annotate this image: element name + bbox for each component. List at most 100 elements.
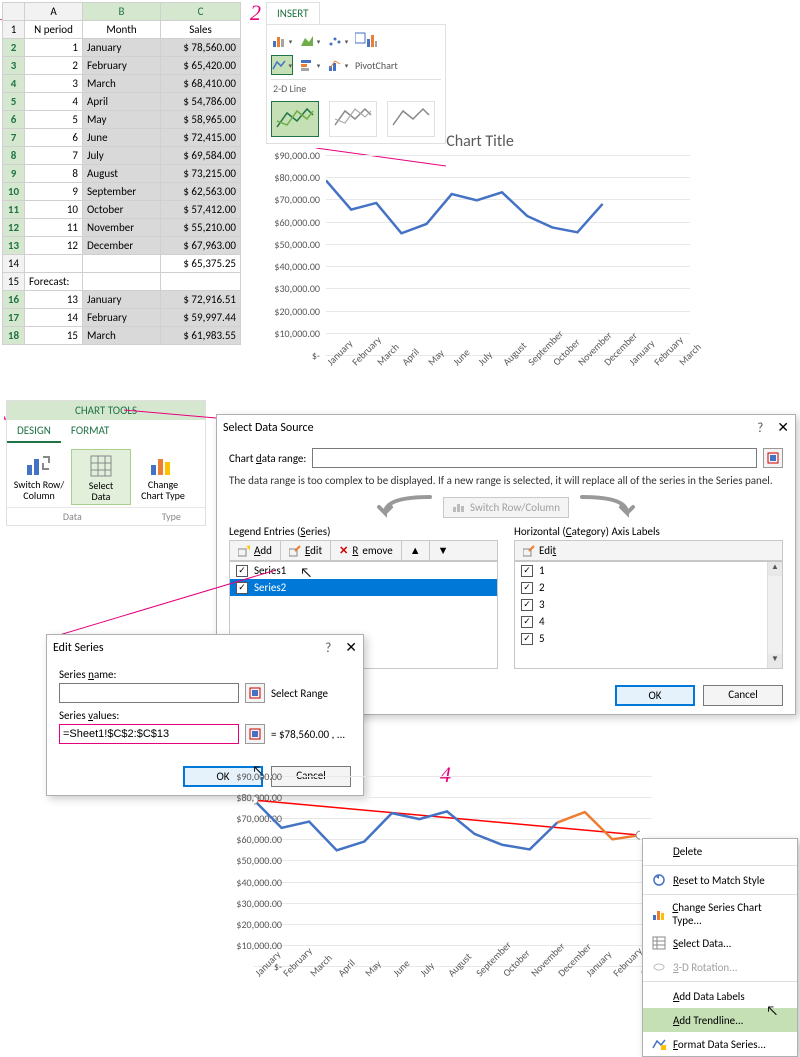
- cell[interactable]: January: [83, 39, 161, 57]
- cell[interactable]: May: [83, 111, 161, 129]
- combo-chart-icon[interactable]: [327, 55, 349, 75]
- series-name-input[interactable]: [59, 683, 239, 703]
- cell[interactable]: Forecast:: [25, 273, 83, 291]
- range-input[interactable]: [312, 448, 757, 468]
- cell[interactable]: 8: [25, 165, 83, 183]
- row-header[interactable]: 16: [3, 291, 25, 309]
- ctx-item[interactable]: Reset to Match Style: [643, 868, 797, 892]
- row-header[interactable]: 4: [3, 75, 25, 93]
- scatter-chart-icon[interactable]: [327, 31, 349, 51]
- row-header[interactable]: 12: [3, 219, 25, 237]
- ct-btn-1[interactable]: Select Data: [71, 449, 131, 505]
- cell[interactable]: [83, 273, 161, 291]
- cell[interactable]: September: [83, 183, 161, 201]
- axis-edit-button[interactable]: Edit: [515, 541, 564, 560]
- chart-2[interactable]: $90,000.00$80,000.00$70,000.00$60,000.00…: [198, 776, 652, 1036]
- ct-btn-2[interactable]: Change Chart Type: [133, 449, 193, 505]
- row-header[interactable]: 11: [3, 201, 25, 219]
- cell[interactable]: August: [83, 165, 161, 183]
- range-ref-icon[interactable]: [763, 448, 783, 468]
- cell[interactable]: $ 55,210.00: [161, 219, 241, 237]
- cell[interactable]: $ 73,215.00: [161, 165, 241, 183]
- cell[interactable]: April: [83, 93, 161, 111]
- axis-item[interactable]: ✓2: [515, 579, 782, 596]
- cell[interactable]: $ 65,375.25: [161, 255, 241, 273]
- cell[interactable]: $ 62,563.00: [161, 183, 241, 201]
- help-icon[interactable]: ?: [757, 421, 763, 436]
- cell[interactable]: 7: [25, 147, 83, 165]
- axis-list[interactable]: ✓1✓2✓3✓4✓5▲▼: [514, 561, 783, 669]
- cell[interactable]: July: [83, 147, 161, 165]
- cell[interactable]: February: [83, 57, 161, 75]
- cell[interactable]: 13: [25, 291, 83, 309]
- ctx-item[interactable]: Add Trendline...: [643, 1008, 797, 1032]
- cell[interactable]: $ 72,916.51: [161, 291, 241, 309]
- cell[interactable]: 6: [25, 129, 83, 147]
- series-values-input[interactable]: [59, 724, 239, 744]
- row-header[interactable]: 18: [3, 327, 25, 345]
- cell[interactable]: [25, 255, 83, 273]
- tab-format[interactable]: FORMAT: [61, 420, 119, 443]
- row-header[interactable]: 14: [3, 255, 25, 273]
- cell[interactable]: Month: [83, 21, 161, 39]
- row-header[interactable]: 1: [3, 21, 25, 39]
- cell[interactable]: [83, 255, 161, 273]
- cell[interactable]: $ 59,997.44: [161, 309, 241, 327]
- series-item[interactable]: ✓Series1: [230, 562, 497, 579]
- row-header[interactable]: 2: [3, 39, 25, 57]
- cell[interactable]: March: [83, 75, 161, 93]
- cell[interactable]: Sales: [161, 21, 241, 39]
- help-icon[interactable]: ?: [325, 641, 331, 656]
- axis-item[interactable]: ✓3: [515, 596, 782, 613]
- down-button[interactable]: ▼: [430, 541, 457, 560]
- cell[interactable]: March: [83, 327, 161, 345]
- cell[interactable]: December: [83, 237, 161, 255]
- cell[interactable]: 2: [25, 57, 83, 75]
- cell[interactable]: N period: [25, 21, 83, 39]
- cell[interactable]: 4: [25, 93, 83, 111]
- cell[interactable]: 15: [25, 327, 83, 345]
- row-header[interactable]: 7: [3, 129, 25, 147]
- row-header[interactable]: 6: [3, 111, 25, 129]
- cell[interactable]: $ 65,420.00: [161, 57, 241, 75]
- cell[interactable]: October: [83, 201, 161, 219]
- row-header[interactable]: 10: [3, 183, 25, 201]
- row-header[interactable]: 8: [3, 147, 25, 165]
- scrollbar[interactable]: ▲▼: [767, 562, 782, 668]
- pivotchart-icon[interactable]: [355, 31, 377, 51]
- axis-item[interactable]: ✓1: [515, 562, 782, 579]
- series-item[interactable]: ✓Series2: [230, 579, 497, 596]
- ctx-item[interactable]: Format Data Series...: [643, 1032, 797, 1056]
- ctx-item[interactable]: Add Data Labels: [643, 984, 797, 1008]
- cell[interactable]: November: [83, 219, 161, 237]
- checkbox-icon[interactable]: ✓: [521, 582, 533, 594]
- cell[interactable]: 3: [25, 75, 83, 93]
- tab-design[interactable]: DESIGN: [7, 420, 61, 443]
- cell[interactable]: 1: [25, 39, 83, 57]
- values-ref-icon[interactable]: [245, 724, 265, 744]
- remove-button[interactable]: ✕ Remove: [331, 541, 402, 560]
- chart-1[interactable]: Chart Title $90,000.00$80,000.00$70,000.…: [270, 128, 690, 388]
- name-ref-icon[interactable]: [245, 683, 265, 703]
- cell[interactable]: $ 54,786.00: [161, 93, 241, 111]
- checkbox-icon[interactable]: ✓: [521, 616, 533, 628]
- cell[interactable]: $ 78,560.00: [161, 39, 241, 57]
- checkbox-icon[interactable]: ✓: [236, 582, 248, 594]
- row-header[interactable]: 3: [3, 57, 25, 75]
- checkbox-icon[interactable]: ✓: [521, 565, 533, 577]
- ctx-item[interactable]: Select Data...: [643, 931, 797, 955]
- row-header[interactable]: 13: [3, 237, 25, 255]
- line-chart-icon[interactable]: [271, 55, 293, 75]
- row-header[interactable]: 15: [3, 273, 25, 291]
- cell[interactable]: $ 72,415.00: [161, 129, 241, 147]
- ctx-item[interactable]: Change Series Chart Type...: [643, 897, 797, 931]
- cell[interactable]: 10: [25, 201, 83, 219]
- row-header[interactable]: 9: [3, 165, 25, 183]
- cell[interactable]: 11: [25, 219, 83, 237]
- edit-button[interactable]: Edit: [281, 541, 331, 560]
- cell[interactable]: $ 58,965.00: [161, 111, 241, 129]
- tab-insert[interactable]: INSERT: [266, 2, 320, 24]
- cell[interactable]: $ 57,412.00: [161, 201, 241, 219]
- cell[interactable]: $ 67,963.00: [161, 237, 241, 255]
- axis-item[interactable]: ✓4: [515, 613, 782, 630]
